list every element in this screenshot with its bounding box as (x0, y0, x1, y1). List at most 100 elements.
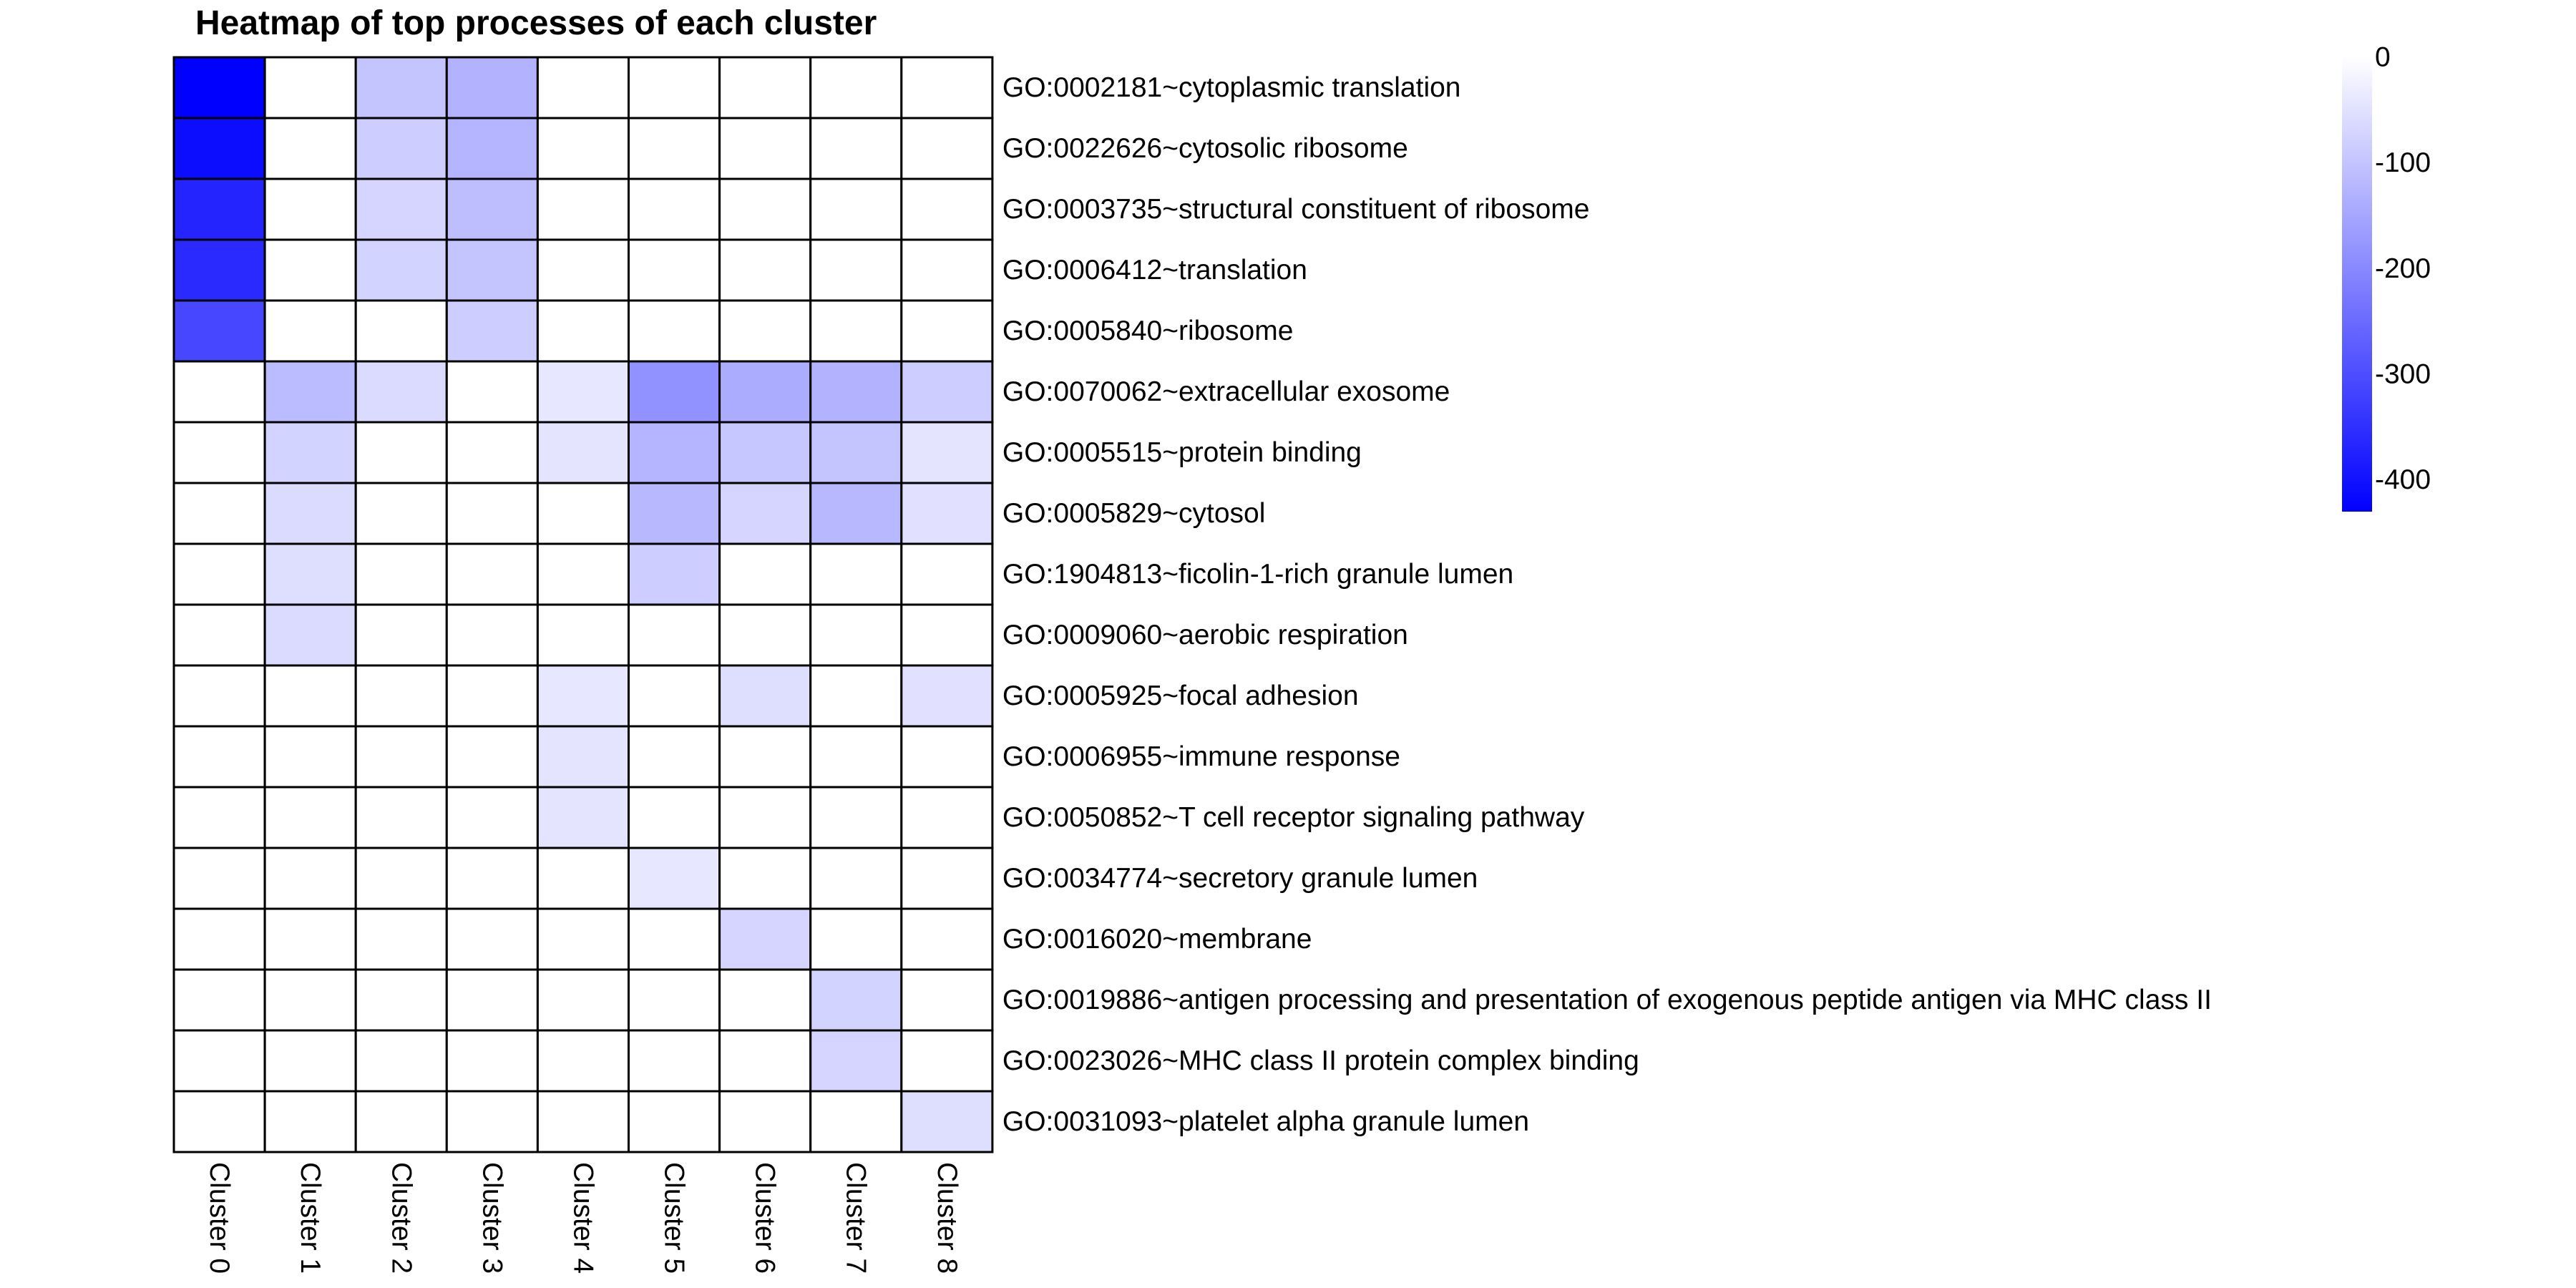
heatmap-cell (263, 1090, 357, 1153)
column-labels: Cluster 0 Cluster 1 Cluster 2 Cluster 3 Clus… (204, 1162, 962, 1274)
heatmap-cell (263, 725, 357, 789)
color-legend: 0 -100 -200 -300 -400 (2342, 42, 2431, 512)
row-label: GO:0006955~immune response (1002, 741, 1400, 772)
heatmap-cell (536, 56, 630, 119)
heatmap-cell (628, 907, 721, 971)
heatmap-cell (809, 725, 903, 789)
heatmap-cell (718, 664, 812, 728)
column-label: Cluster 0 (204, 1162, 235, 1274)
heatmap-cell (809, 482, 903, 545)
heatmap-cell (628, 238, 721, 302)
heatmap-cell (172, 360, 266, 424)
heatmap-cell (445, 725, 539, 789)
heatmap-cell (263, 786, 357, 849)
heatmap-cell (718, 1090, 812, 1153)
heatmap-cell (445, 907, 539, 971)
heatmap-cell (718, 56, 812, 119)
heatmap-cell (172, 968, 266, 1032)
heatmap-cell (172, 542, 266, 606)
heatmap-cell (809, 299, 903, 363)
heatmap-cell (718, 482, 812, 545)
heatmap-cell (263, 299, 357, 363)
column-label: Cluster 8 (932, 1162, 962, 1274)
heatmap-cell (445, 664, 539, 728)
heatmap-cell (900, 117, 994, 180)
heatmap-cell (445, 238, 539, 302)
heatmap-cell (172, 117, 266, 180)
heatmap-cell (809, 786, 903, 849)
heatmap-cell (900, 603, 994, 667)
heatmap-cell (445, 299, 539, 363)
heatmap-cell (628, 482, 721, 545)
heatmap-cell (536, 1090, 630, 1153)
legend-tick-label: -300 (2375, 359, 2431, 390)
heatmap-cell (628, 177, 721, 241)
heatmap-cell (628, 360, 721, 424)
heatmap-cell (354, 299, 448, 363)
heatmap-cell (718, 421, 812, 484)
column-label: Cluster 7 (841, 1162, 872, 1274)
legend-tick-label: -200 (2375, 253, 2431, 284)
heatmap-cell (809, 56, 903, 119)
heatmap-cell (263, 664, 357, 728)
heatmap-cell (718, 907, 812, 971)
legend-color-bar (2342, 57, 2372, 512)
legend-tick-label: -100 (2375, 147, 2431, 178)
heatmap-cell (718, 299, 812, 363)
heatmap-cell (172, 1090, 266, 1153)
heatmap-cell (809, 664, 903, 728)
heatmap-cell (354, 482, 448, 545)
heatmap-cell (263, 177, 357, 241)
heatmap-cell (354, 56, 448, 119)
heatmap-cell (263, 542, 357, 606)
heatmap-cell (445, 360, 539, 424)
heatmap-cell (718, 360, 812, 424)
row-label: GO:0005840~ribosome (1002, 316, 1294, 346)
heatmap-cell (628, 542, 721, 606)
heatmap-cell (536, 299, 630, 363)
row-label: GO:0050852~T cell receptor signaling pat… (1002, 802, 1585, 833)
heatmap-cell (354, 1029, 448, 1093)
row-label: GO:0002181~cytoplasmic translation (1002, 72, 1461, 103)
column-label: Cluster 6 (750, 1162, 781, 1274)
heatmap-cell (354, 968, 448, 1032)
heatmap-cell (354, 907, 448, 971)
heatmap-cell (263, 907, 357, 971)
row-label: GO:0005925~focal adhesion (1002, 680, 1359, 711)
heatmap-cell (809, 603, 903, 667)
row-label: GO:0016020~membrane (1002, 924, 1312, 955)
heatmap-cell (445, 56, 539, 119)
legend-tick-label: -400 (2375, 464, 2431, 495)
column-label: Cluster 5 (659, 1162, 690, 1274)
heatmap-cell (172, 725, 266, 789)
heatmap-cell (172, 847, 266, 910)
heatmap-cell (718, 542, 812, 606)
heatmap-cell (536, 968, 630, 1032)
row-label: GO:0034774~secretory granule lumen (1002, 863, 1478, 894)
heatmap-cell (354, 117, 448, 180)
heatmap-cell (445, 117, 539, 180)
heatmap-cell (263, 117, 357, 180)
heatmap-cell (718, 847, 812, 910)
row-label: GO:0009060~aerobic respiration (1002, 620, 1408, 650)
heatmap-cell (263, 482, 357, 545)
heatmap-cell (536, 847, 630, 910)
heatmap-cell (718, 1029, 812, 1093)
column-label: Cluster 1 (295, 1162, 326, 1274)
heatmap-cell (628, 1029, 721, 1093)
heatmap-cell (900, 421, 994, 484)
heatmap-cell (809, 968, 903, 1032)
row-label: GO:0022626~cytosolic ribosome (1002, 133, 1408, 164)
heatmap-cell (263, 238, 357, 302)
heatmap-cell (354, 360, 448, 424)
heatmap-cell (628, 968, 721, 1032)
heatmap-cell (718, 603, 812, 667)
heatmap-cell (172, 603, 266, 667)
heatmap-cell (354, 847, 448, 910)
heatmap-cell (445, 1090, 539, 1153)
chart-title: Heatmap of top processes of each cluster (195, 4, 877, 42)
heatmap-cell (809, 360, 903, 424)
heatmap-cell (900, 238, 994, 302)
heatmap-cell (536, 725, 630, 789)
